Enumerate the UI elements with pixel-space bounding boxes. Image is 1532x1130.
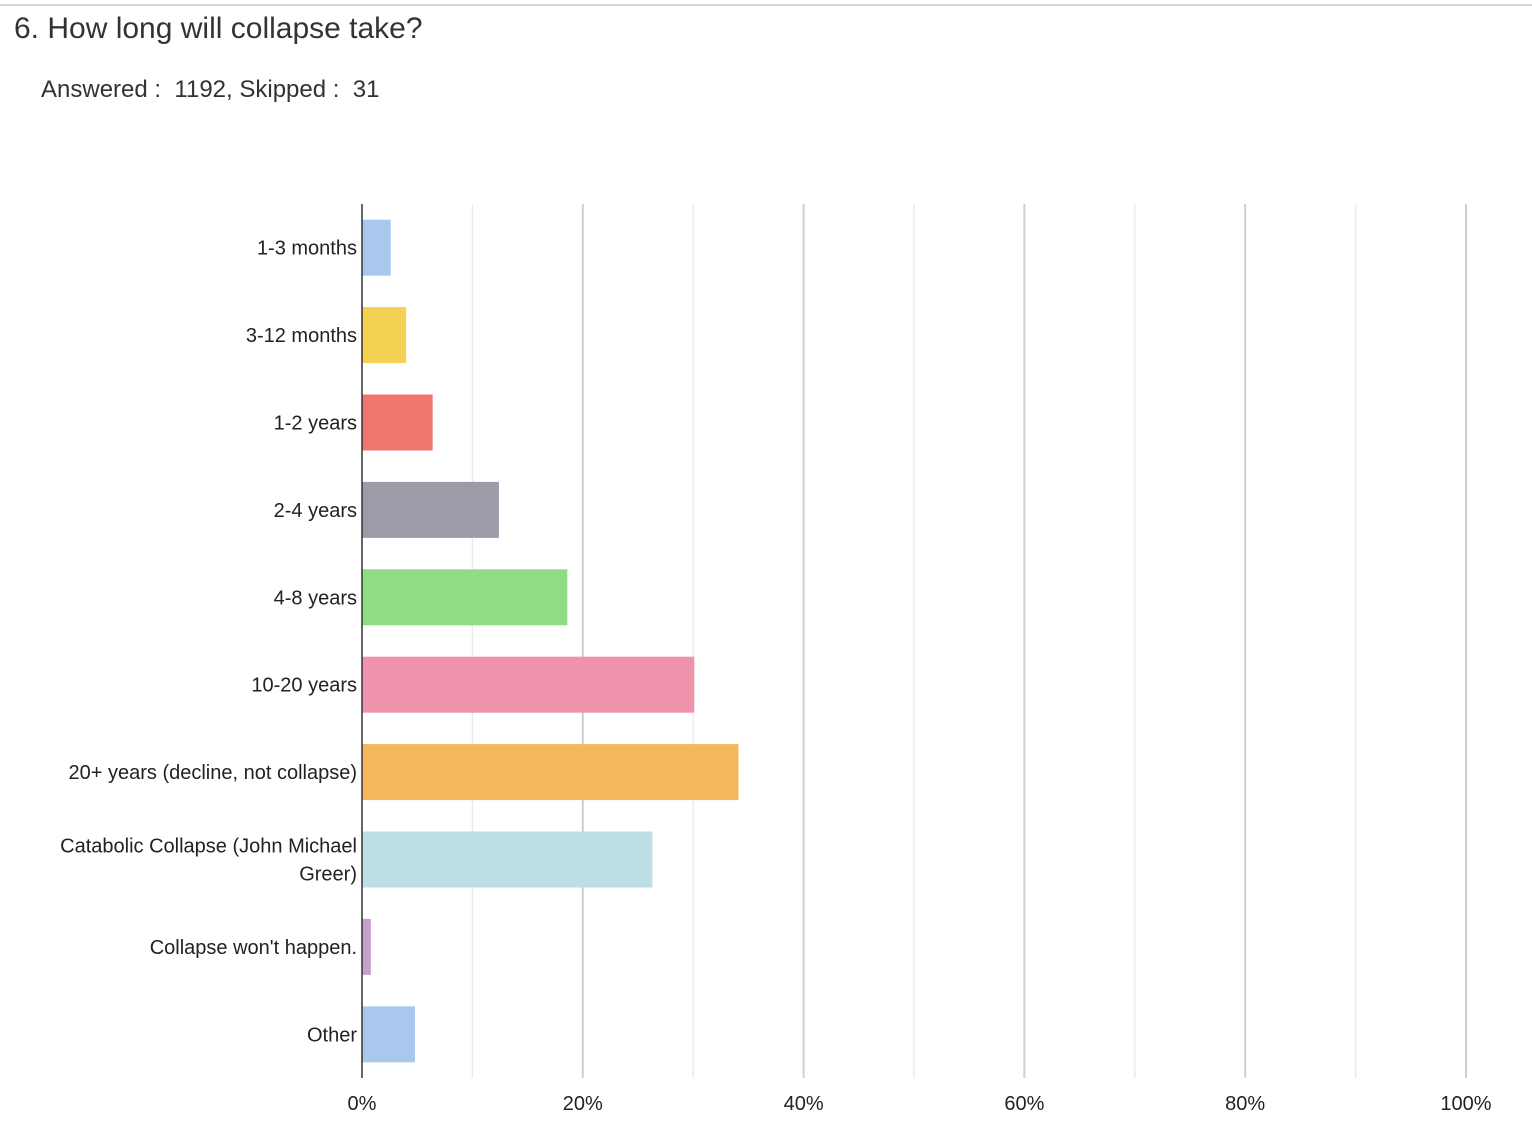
question-title: 6. How long will collapse take? [14,12,423,45]
skipped-count: 31 [352,76,380,103]
bar-4[interactable] [362,481,499,538]
category-label-7: 20+ years (decline, not collapse) [69,762,358,784]
bar-9[interactable] [362,918,371,975]
bar-6[interactable] [362,656,695,713]
bar-3[interactable] [362,394,433,451]
bar-2[interactable] [362,307,407,364]
bar-5[interactable] [362,569,568,626]
answered-count: 1192, [174,76,233,103]
category-label-1: 1-3 months [257,238,357,260]
category-label-10: Other [307,1024,357,1046]
response-summary: Answered : 1192, Skipped : 31 [41,76,379,104]
category-label-3: 1-2 years [274,413,357,435]
gridlines [471,204,1467,1078]
category-label-2: 3-12 months [246,325,357,347]
bar-1[interactable] [362,219,391,276]
x-tick-label-2: 40% [784,1093,824,1115]
category-label-4: 2-4 years [274,500,357,522]
x-tick-label-1: 20% [563,1093,603,1115]
category-label-5: 4-8 years [274,587,357,609]
category-label-6: 10-20 years [251,675,357,697]
answered-label: Answered : [41,76,162,103]
x-tick-label-4: 80% [1225,1093,1265,1115]
category-label-9: Collapse won't happen. [150,937,357,959]
bar-8[interactable] [362,831,653,888]
category-label-8: Catabolic Collapse (John Michael Greer) [60,836,357,886]
x-tick-label-5: 100% [1440,1093,1491,1115]
top-divider [0,4,1532,6]
bar-10[interactable] [362,1006,415,1063]
x-tick-label-0: 0% [348,1093,377,1115]
bar-7[interactable] [362,744,739,801]
x-tick-label-3: 60% [1004,1093,1044,1115]
skipped-label: Skipped : [239,76,340,103]
